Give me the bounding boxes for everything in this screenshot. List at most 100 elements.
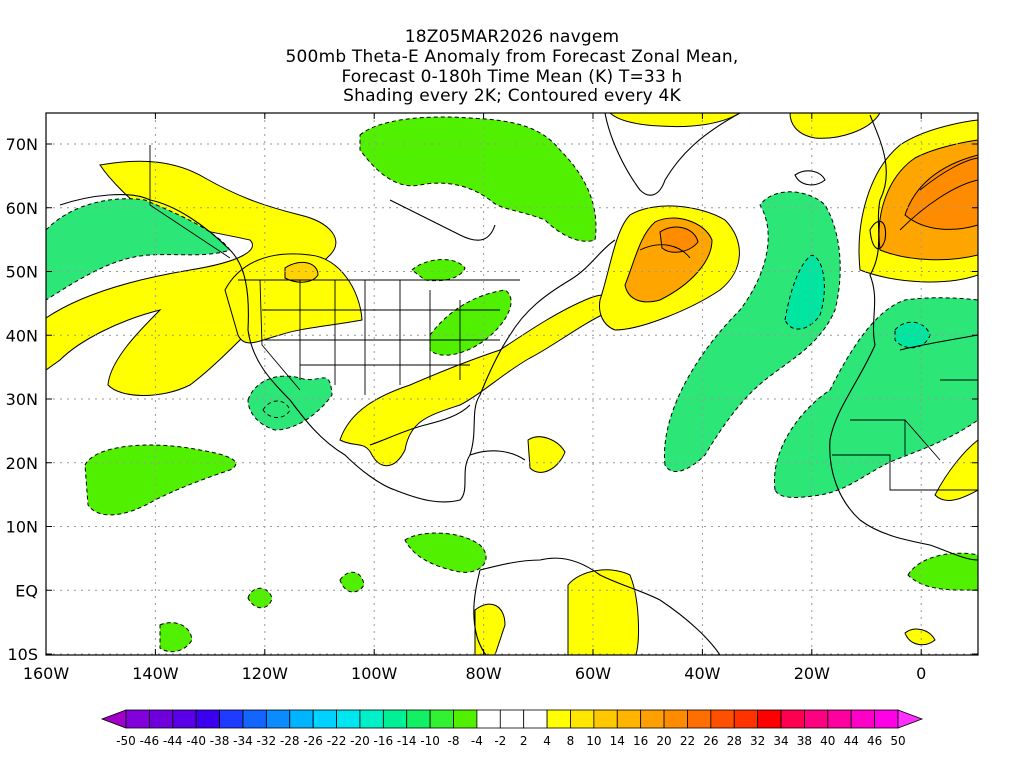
colorbar-label: -8 <box>448 734 460 748</box>
title-line-2: 500mb Theta-E Anomaly from Forecast Zona… <box>285 47 739 67</box>
colorbar-box <box>336 709 361 729</box>
colorbar <box>100 709 924 729</box>
yellow-region-south-america <box>567 569 639 655</box>
lon-label: 60W <box>575 664 611 683</box>
lon-label: 40W <box>684 664 720 683</box>
colorbar-label: -50 <box>116 734 136 748</box>
colorbar-label: -44 <box>163 734 183 748</box>
hudson-bay-coastline <box>389 199 496 241</box>
british-isles-coastline <box>869 220 887 250</box>
yellow-region-north-atlantic <box>789 113 881 139</box>
lon-label: 160W <box>23 664 70 683</box>
colorbar-box <box>570 709 595 729</box>
iceland-coastline <box>794 170 826 186</box>
colorbar-box <box>172 709 197 729</box>
colorbar-label: -16 <box>374 734 394 748</box>
green-region-tropical-pacific <box>84 444 237 516</box>
lat-label: 60N <box>6 199 38 218</box>
colorbar-label: 28 <box>727 734 742 748</box>
latitude-labels: 70N 60N 50N 40N 30N 20N 10N EQ 10S <box>6 135 38 664</box>
green-region-eq-pacific-1 <box>247 587 273 609</box>
orange-region-western-us <box>284 261 319 283</box>
colorbar-box <box>733 709 759 729</box>
colorbar-box <box>499 709 525 729</box>
colorbar-label: 38 <box>797 734 812 748</box>
lat-label: 10N <box>6 518 38 537</box>
longitude-labels: 160W 140W 120W 100W 80W 60W 40W 20W 0 <box>23 664 926 683</box>
colorbar-box <box>242 709 267 729</box>
colorbar-label: -28 <box>280 734 300 748</box>
colorbar-box <box>804 709 829 729</box>
state-boundaries <box>149 145 978 491</box>
cuba-coastline <box>469 450 526 461</box>
colorbar-label: -38 <box>210 734 230 748</box>
green-region-eq-pacific-3 <box>159 622 193 653</box>
title-line-4: Shading every 2K; Contoured every 4K <box>343 86 681 106</box>
title-line-1: 18Z05MAR2026 navgem <box>404 27 620 47</box>
colorbar-box <box>453 709 478 729</box>
green-region-africa-north <box>773 297 978 498</box>
anomaly-contours <box>262 157 978 418</box>
yellow-region-pacific-north <box>46 160 337 396</box>
anomaly-shading <box>46 113 978 655</box>
colorbar-label: -14 <box>397 734 417 748</box>
colorbar-box <box>476 709 501 729</box>
map-frame <box>45 112 979 656</box>
colorbar-box <box>429 709 454 729</box>
colorbar-box <box>523 709 548 729</box>
colorbar-label: -20 <box>350 734 370 748</box>
coastlines <box>59 113 978 655</box>
colorbar-label: -46 <box>140 734 160 748</box>
colorbar-label: -40 <box>186 734 206 748</box>
colorbar-box <box>640 709 665 729</box>
colorbar-label: 40 <box>820 734 835 748</box>
colorbar-label: 26 <box>703 734 718 748</box>
lon-label: 20W <box>794 664 830 683</box>
yellow-region-western-us <box>224 253 363 344</box>
colorbar-box <box>780 709 805 729</box>
yellow-region-south-america-2 <box>474 603 506 655</box>
colorbar-labels: -50 -46 -44 -40 -38 -34 -32 -28 -26 -22 -20 -16 -14-… <box>116 734 905 748</box>
colorbar-label: 46 <box>867 734 882 748</box>
colorbar-label: -32 <box>257 734 277 748</box>
colorbar-box <box>289 709 314 729</box>
green-region-gulf-guinea <box>907 552 978 591</box>
green-region-canada-arctic <box>359 116 597 242</box>
green-region-central-america <box>404 532 487 573</box>
colorbar-box <box>265 709 291 729</box>
lat-label: 10S <box>7 645 38 664</box>
graticule <box>46 113 978 655</box>
yellow-region-gulf-guinea <box>904 628 936 646</box>
lat-label: 40N <box>6 326 38 345</box>
green-region-baja <box>247 375 333 431</box>
europe-coastline <box>869 114 887 346</box>
colorbar-box <box>827 709 852 729</box>
lat-label: 30N <box>6 390 38 409</box>
colorbar-label: 44 <box>844 734 859 748</box>
colorbar-label: 32 <box>750 734 765 748</box>
mediterranean-coastline <box>899 334 978 351</box>
colorbar-box <box>125 709 150 729</box>
lon-label: 140W <box>132 664 179 683</box>
colorbar-box <box>663 709 688 729</box>
colorbar-box <box>359 709 384 729</box>
greenland-coastline <box>604 113 741 196</box>
colorbar-box <box>406 709 431 729</box>
colorbar-label: 34 <box>773 734 788 748</box>
yellow-region-greenland <box>609 113 741 128</box>
colorbar-label: 20 <box>656 734 671 748</box>
colorbar-label: -22 <box>327 734 347 748</box>
lat-label: 20N <box>6 454 38 473</box>
lat-label: EQ <box>15 581 38 600</box>
colorbar-arrow-left <box>100 709 127 729</box>
colorbar-label: 14 <box>610 734 625 748</box>
lon-label: 0 <box>916 664 926 683</box>
colorbar-box <box>687 709 712 729</box>
colorbar-label: -34 <box>233 734 253 748</box>
south-america-coastline <box>479 557 721 655</box>
lat-label: 50N <box>6 263 38 282</box>
green-region-great-lakes <box>411 259 466 282</box>
gulf-of-mexico-coastline <box>369 404 471 446</box>
africa-coastline <box>829 344 978 561</box>
